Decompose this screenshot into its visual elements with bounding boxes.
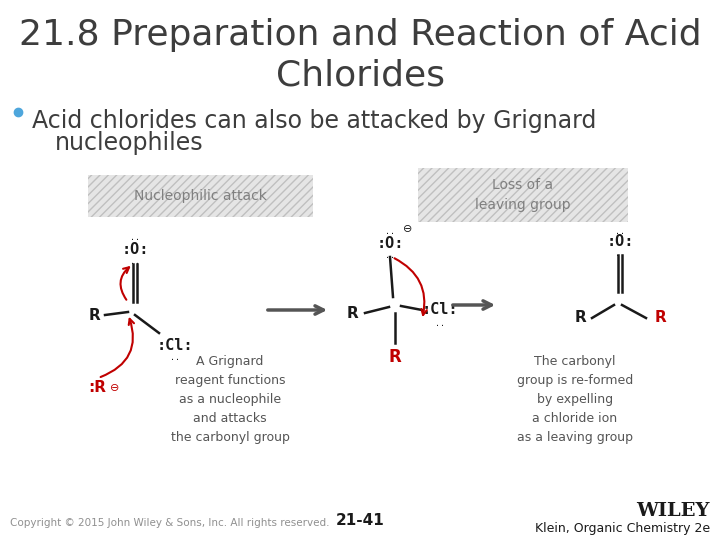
Text: Acid chlorides can also be attacked by Grignard: Acid chlorides can also be attacked by G… <box>32 109 596 133</box>
Text: Chlorides: Chlorides <box>276 58 444 92</box>
Bar <box>418 168 628 222</box>
Text: R: R <box>654 310 666 326</box>
Text: :O:: :O: <box>121 242 149 258</box>
Text: :Cl:: :Cl: <box>157 338 193 353</box>
Text: ..: .. <box>130 258 140 267</box>
Text: ..: .. <box>435 319 445 327</box>
Bar <box>88 175 313 217</box>
Text: A Grignard
reagent functions
as a nucleophile
and attacks
the carbonyl group: A Grignard reagent functions as a nucleo… <box>171 355 289 444</box>
Text: R: R <box>347 306 359 321</box>
Text: Copyright © 2015 John Wiley & Sons, Inc. All rights reserved.: Copyright © 2015 John Wiley & Sons, Inc.… <box>10 518 330 528</box>
Text: Nucleophilic attack: Nucleophilic attack <box>134 189 267 203</box>
Text: :O:: :O: <box>606 234 634 249</box>
Text: ⊖: ⊖ <box>403 224 413 234</box>
Text: Klein, Organic Chemistry 2e: Klein, Organic Chemistry 2e <box>535 522 710 535</box>
Text: ⊖: ⊖ <box>110 383 120 393</box>
Text: :Cl:: :Cl: <box>422 302 458 318</box>
Text: ..: .. <box>385 226 395 235</box>
Bar <box>88 175 313 217</box>
Text: Loss of a
leaving group: Loss of a leaving group <box>475 178 571 212</box>
Text: ..: .. <box>170 353 180 361</box>
Text: :O:: :O: <box>377 235 404 251</box>
Text: ..: .. <box>615 248 625 258</box>
Text: R: R <box>574 310 586 326</box>
Text: The carbonyl
group is re-formed
by expelling
a chloride ion
as a leaving group: The carbonyl group is re-formed by expel… <box>517 355 633 444</box>
Bar <box>418 168 628 222</box>
Text: WILEY: WILEY <box>636 502 710 520</box>
Text: R: R <box>89 307 101 322</box>
Text: :R: :R <box>88 381 106 395</box>
Text: 21.8 Preparation and Reaction of Acid: 21.8 Preparation and Reaction of Acid <box>19 18 701 52</box>
Text: 21-41: 21-41 <box>336 513 384 528</box>
Text: R: R <box>389 348 401 366</box>
Text: ..: .. <box>615 226 625 235</box>
Text: nucleophiles: nucleophiles <box>55 131 204 155</box>
Text: ..: .. <box>130 233 140 242</box>
Text: ..: .. <box>385 251 395 260</box>
